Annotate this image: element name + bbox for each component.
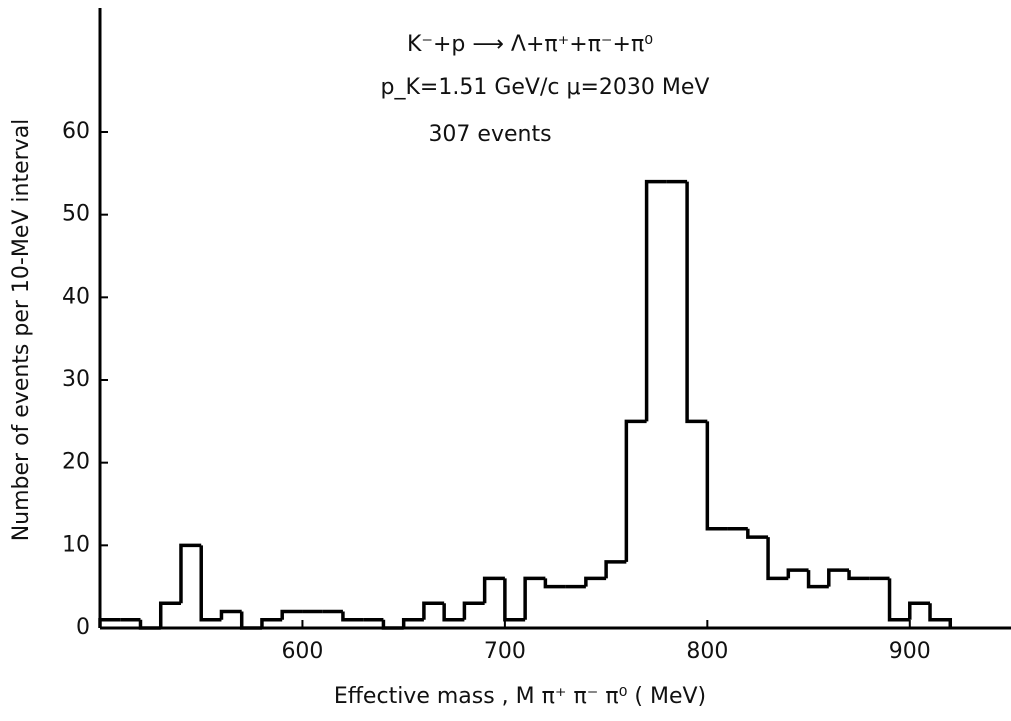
histogram-bin <box>685 181 708 424</box>
y-tick-label: 50 <box>62 202 90 227</box>
x-tick-label: 800 <box>686 639 728 664</box>
histogram-bin <box>482 576 505 604</box>
histogram-bin <box>624 419 647 562</box>
histogram-bin <box>442 603 465 622</box>
y-axis-label: Number of events per 10-MeV interval <box>9 119 34 542</box>
annotation: K⁻+p ⟶ Λ+π⁺+π⁻+π⁰ <box>407 32 653 57</box>
histogram-bin <box>827 568 850 587</box>
x-tick-label: 600 <box>281 639 323 664</box>
y-tick-label: 0 <box>76 615 90 640</box>
histogram-bin <box>280 609 303 620</box>
histogram-bin <box>806 570 829 589</box>
histogram-bin <box>908 601 931 620</box>
histogram-bin <box>766 537 789 581</box>
histogram-bin <box>746 528 769 539</box>
y-tick-label: 30 <box>62 367 90 392</box>
histogram-bin <box>786 568 809 579</box>
annotation: p_K=1.51 GeV/c μ=2030 MeV <box>381 75 710 100</box>
histogram-bin <box>401 617 424 628</box>
histogram-bin <box>462 601 485 620</box>
histogram-bin <box>523 576 546 620</box>
histogram-bin <box>543 578 566 589</box>
histogram-bin <box>847 570 870 581</box>
histogram-bin <box>887 578 910 622</box>
histogram-bin <box>705 421 728 531</box>
x-tick-label: 700 <box>484 639 526 664</box>
histogram-bin <box>260 617 283 628</box>
histogram-bin <box>381 619 404 630</box>
histogram-bin <box>422 601 445 620</box>
histogram-bin <box>644 179 667 422</box>
histogram-bin <box>219 609 242 620</box>
histogram-bin <box>158 601 181 628</box>
histogram-bin <box>239 611 262 630</box>
y-tick-label: 60 <box>62 119 90 144</box>
x-tick-label: 900 <box>889 639 931 664</box>
y-tick-label: 20 <box>62 450 90 475</box>
histogram-bin <box>341 611 364 622</box>
x-axis-label: Effective mass , M π⁺ π⁻ π⁰ ( MeV) <box>334 684 706 709</box>
histogram-bin <box>138 619 161 630</box>
histogram-bin <box>604 560 627 579</box>
annotation: 307 events <box>428 122 551 147</box>
histogram-bin <box>179 543 202 604</box>
histogram-bin <box>928 603 953 628</box>
histogram-bin <box>503 578 526 622</box>
y-tick-label: 40 <box>62 284 90 309</box>
histogram-bin <box>584 576 607 587</box>
histogram-bin <box>98 617 121 628</box>
histogram-bin <box>199 545 222 622</box>
y-tick-label: 10 <box>62 532 90 557</box>
